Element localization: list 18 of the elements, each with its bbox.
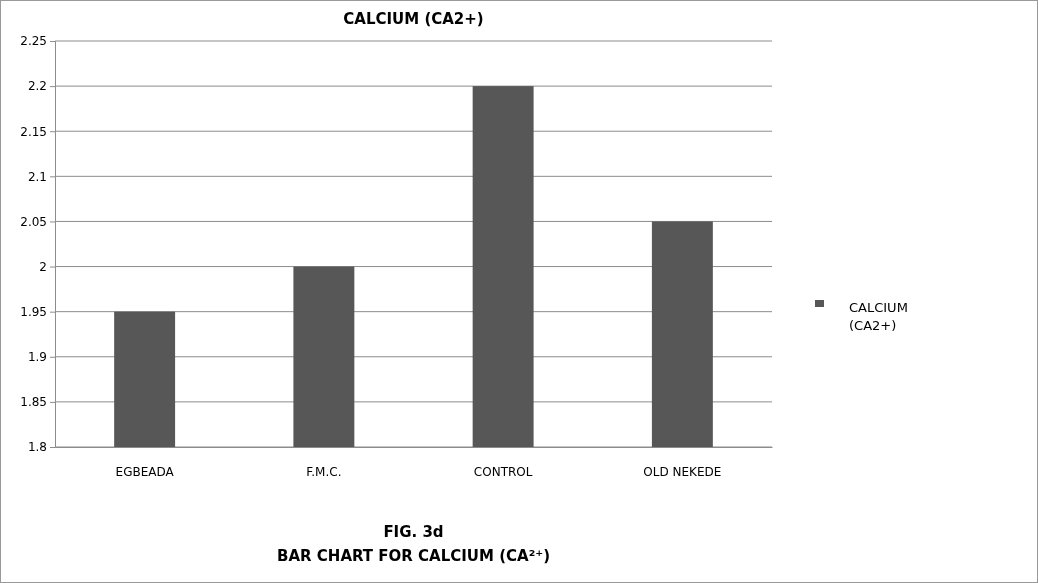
y-tick-label: 2.2 <box>27 79 47 94</box>
y-tick-label: 1.9 <box>27 350 47 365</box>
x-tick-label: F.M.C. <box>306 464 342 479</box>
y-tick-label: 2 <box>39 259 47 274</box>
x-tick-label: EGBEADA <box>115 464 175 479</box>
legend-label: CALCIUM (CA2+) <box>849 300 908 333</box>
y-tick-label: 2.15 <box>20 124 47 139</box>
y-tick-label: 2.05 <box>20 214 47 229</box>
x-tick-label: OLD NEKEDE <box>643 464 722 479</box>
caption: FIG. 3d <box>383 523 444 541</box>
y-tick-label: 1.8 <box>27 440 47 455</box>
y-tick-label: 2.25 <box>20 34 47 49</box>
text: BAR CHART FOR CALCIUM (CA²⁺) <box>277 547 550 565</box>
x-tick-label: CONTROL <box>473 464 533 479</box>
y-tick-label: 2.1 <box>27 169 47 184</box>
y-tick-label: 1.85 <box>20 395 47 410</box>
y-tick-label: 1.95 <box>20 305 47 320</box>
chart-title: CALCIUM (CA2+) <box>343 10 484 28</box>
